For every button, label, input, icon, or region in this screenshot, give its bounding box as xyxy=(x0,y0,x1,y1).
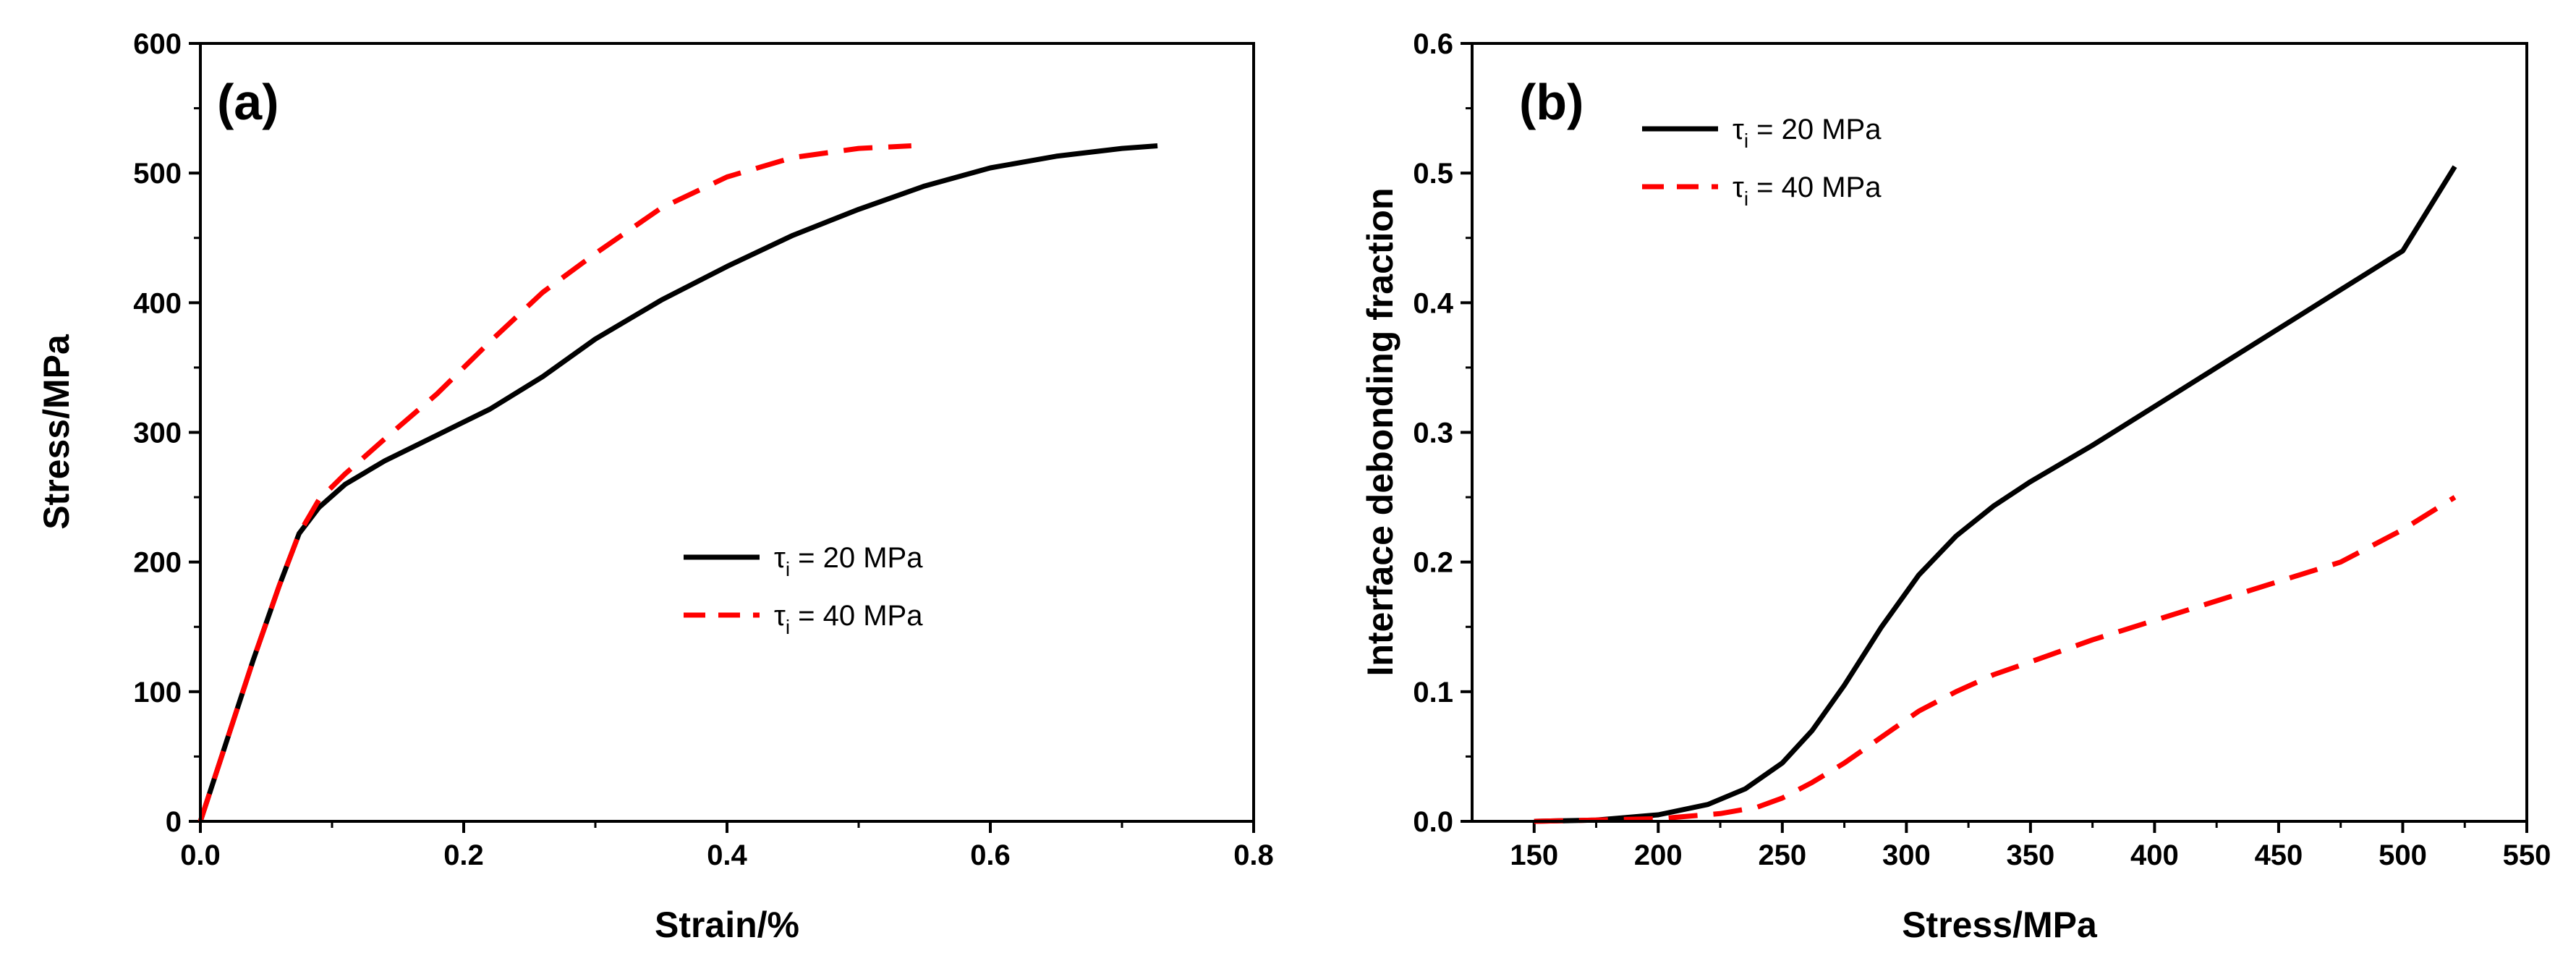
y-tick-label: 100 xyxy=(133,677,182,708)
legend-value: = 20 MPa xyxy=(1748,114,1882,145)
y-tick-label: 600 xyxy=(133,28,182,60)
y-tick-label: 400 xyxy=(133,287,182,319)
x-tick-label: 550 xyxy=(2503,839,2551,871)
chart-a-y-axis-label: Stress/MPa xyxy=(36,334,77,530)
series-line-1 xyxy=(1534,165,2457,824)
chart-b-series xyxy=(1534,165,2457,824)
chart-b-frame xyxy=(1471,42,2528,823)
y-tick-label: 0.2 xyxy=(1413,547,1453,579)
legend-tau: τ xyxy=(1733,172,1744,203)
legend-entry-2: τi = 40 MPa xyxy=(774,600,923,638)
legend-entry-2: τi = 40 MPa xyxy=(1733,172,1882,210)
chart-b-x-axis-label: Stress/MPa xyxy=(1902,905,2098,945)
legend-value: = 40 MPa xyxy=(790,600,923,632)
x-tick-label: 450 xyxy=(2255,839,2303,871)
chart-a-frame xyxy=(199,42,1255,823)
x-tick-label: 250 xyxy=(1758,839,1806,871)
legend-tau: τ xyxy=(1733,114,1744,145)
legend-subscript: i xyxy=(1744,187,1748,210)
legend-subscript: i xyxy=(786,558,790,580)
chart-a-panel-label: (a) xyxy=(217,74,279,130)
y-tick-label: 0.5 xyxy=(1413,158,1453,190)
x-tick-label: 400 xyxy=(2130,839,2179,871)
chart-b: 150 200 250 300 350 400 450 500 550 0.0 0.1 0.2 0.3 0… xyxy=(1360,28,2551,945)
chart-b-ticks: 150 200 250 300 350 400 450 500 550 0.0 0.1 0.2 0.3 0… xyxy=(1413,28,2551,871)
x-tick-label: 0.8 xyxy=(1233,839,1274,871)
y-tick-label: 0.3 xyxy=(1413,418,1453,449)
x-tick-label: 350 xyxy=(2007,839,2055,871)
series-line-2 xyxy=(197,143,911,823)
chart-a-x-axis-label: Strain/% xyxy=(655,905,799,945)
chart-a-ticks: 0.0 0.2 0.4 0.6 0.8 0 100 200 300 400 500 600 xyxy=(133,28,1274,871)
x-tick-label: 500 xyxy=(2379,839,2427,871)
legend-entry-1: τi = 20 MPa xyxy=(1733,114,1882,152)
y-tick-label: 0 xyxy=(166,806,182,838)
y-tick-label: 500 xyxy=(133,158,182,190)
chart-b-y-axis-label: Interface debonding fraction xyxy=(1360,187,1400,676)
series-line-2 xyxy=(1534,495,2457,824)
legend-subscript: i xyxy=(1744,130,1748,152)
y-tick-label: 200 xyxy=(133,547,182,579)
y-tick-label: 0.0 xyxy=(1413,806,1453,838)
x-tick-label: 0.0 xyxy=(180,839,221,871)
legend-value: = 40 MPa xyxy=(1748,172,1882,203)
legend-tau: τ xyxy=(774,600,786,632)
y-tick-label: 0.4 xyxy=(1413,287,1453,319)
chart-a-series xyxy=(197,143,1158,823)
x-tick-label: 0.2 xyxy=(443,839,484,871)
y-tick-label: 300 xyxy=(133,418,182,449)
chart-b-panel-label: (b) xyxy=(1519,74,1584,130)
x-tick-label: 0.6 xyxy=(970,839,1011,871)
x-tick-label: 300 xyxy=(1882,839,1931,871)
y-tick-label: 0.6 xyxy=(1413,28,1453,60)
chart-a: 0.0 0.2 0.4 0.6 0.8 0 100 200 300 400 500 600 (a) S… xyxy=(36,28,1274,945)
x-tick-label: 150 xyxy=(1510,839,1558,871)
x-tick-label: 0.4 xyxy=(707,839,747,871)
legend-tau: τ xyxy=(774,542,786,574)
y-tick-label: 0.1 xyxy=(1413,677,1453,708)
legend-entry-1: τi = 20 MPa xyxy=(774,542,923,580)
legend-value: = 20 MPa xyxy=(790,542,923,574)
legend-subscript: i xyxy=(786,616,790,638)
series-line-1 xyxy=(197,143,1158,823)
x-tick-label: 200 xyxy=(1634,839,1683,871)
